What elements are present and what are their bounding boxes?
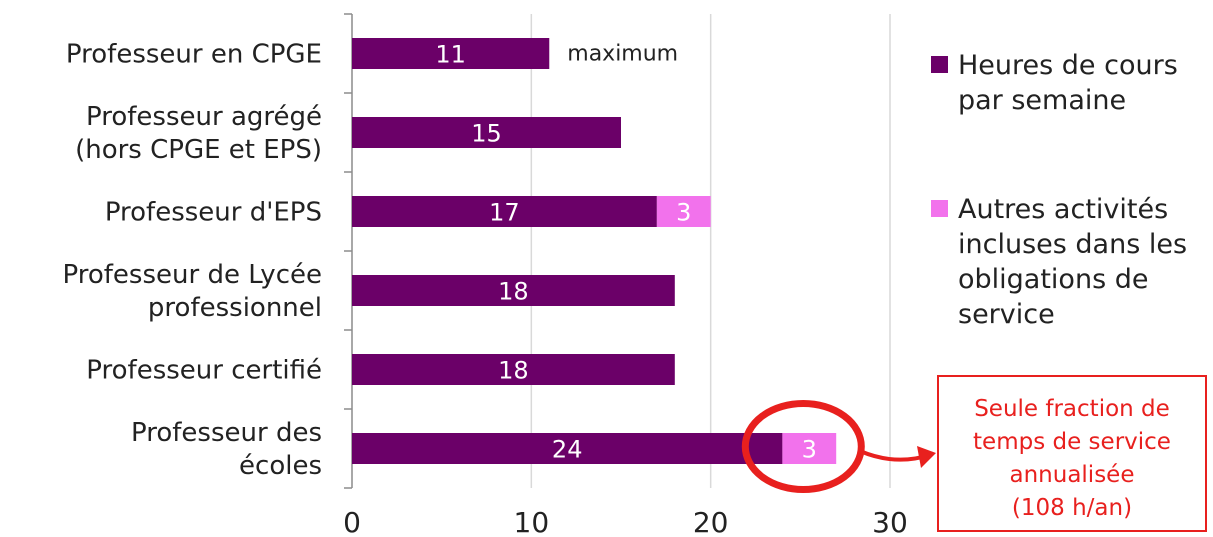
grid-lines (530, 14, 891, 488)
x-tick-label: 30 (872, 506, 908, 537)
data-label: 3 (802, 436, 817, 464)
bar (352, 354, 675, 385)
callout: Seule fraction de temps de service annuali… (741, 375, 1207, 532)
legend: Heures de cours par semaine Autres activit… (931, 50, 1187, 330)
category-label: Professeur de Lycée professionnel (63, 260, 322, 323)
bar (352, 117, 621, 148)
callout-box (937, 375, 1207, 532)
bar (656, 196, 711, 227)
highlight-circle (741, 400, 865, 493)
x-tick-label: 0 (343, 506, 361, 537)
data-label: 3 (676, 199, 691, 227)
annotations: maximum (567, 42, 678, 67)
bar (352, 275, 675, 306)
legend-label: Autres activités incluses dans les obligat… (958, 194, 1187, 330)
category-label: Professeur d'EPS (105, 198, 322, 228)
category-labels: Professeur en CPGE Professeur agrégé (hors… (63, 40, 322, 482)
callout-text: Seule fraction de temps de service annuali… (973, 396, 1171, 521)
legend-label: Heures de cours par semaine (958, 50, 1178, 116)
axes (344, 13, 353, 489)
category-label: Professeur certifié (86, 356, 322, 386)
data-label: 17 (489, 199, 520, 227)
bar (352, 38, 550, 69)
category-label: Professeur en CPGE (66, 40, 322, 70)
data-label: 15 (471, 120, 502, 148)
bar (782, 433, 837, 464)
x-tick-labels: 0 10 20 30 (343, 506, 908, 537)
bars: 11 15 17 3 18 18 24 3 (352, 38, 837, 464)
legend-swatch (931, 200, 948, 217)
x-tick-label: 10 (514, 506, 550, 537)
data-label: 18 (498, 357, 529, 385)
category-label: Professeur agrégé (hors CPGE et EPS) (75, 102, 322, 165)
x-tick-label: 20 (693, 506, 729, 537)
data-label: 24 (552, 436, 583, 464)
category-label: Professeur des écoles (131, 418, 322, 481)
data-label: 18 (498, 278, 529, 306)
bar (352, 196, 657, 227)
legend-swatch (931, 56, 948, 73)
bar (352, 433, 783, 464)
maximum-annotation: maximum (567, 42, 678, 67)
data-label: 11 (435, 41, 466, 69)
callout-arrowhead (917, 446, 936, 468)
